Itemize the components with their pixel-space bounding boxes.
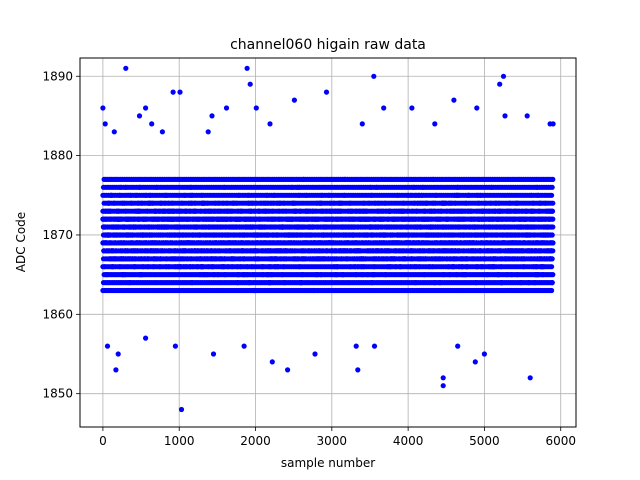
data-point [550,248,556,254]
data-point [549,240,555,246]
data-point [550,272,556,278]
data-point [549,264,555,270]
data-point [549,232,555,238]
data-point [549,280,555,286]
data-points [100,65,556,413]
data-point [549,256,555,262]
data-point [549,287,555,294]
